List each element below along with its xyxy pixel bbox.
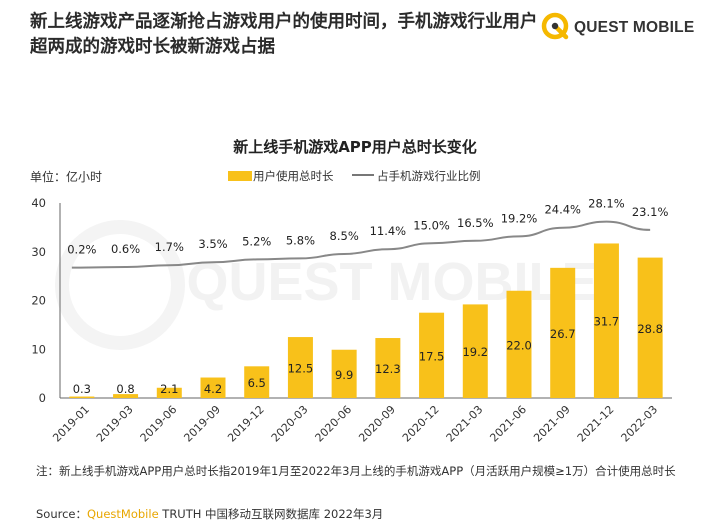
- bar-value-label: 4.2: [204, 382, 222, 396]
- x-tick-label: 2019-09: [181, 403, 223, 445]
- bar-value-label: 17.5: [419, 349, 445, 363]
- bar: [69, 396, 95, 398]
- legend-line-item: 占手机游戏行业比例: [352, 168, 481, 184]
- legend-bar-swatch: [228, 171, 252, 181]
- logo-text: QUEST MOBILE: [574, 19, 695, 36]
- bar-value-label: 22.0: [506, 338, 532, 352]
- quest-mobile-logo-icon: [541, 12, 569, 40]
- bar: [375, 338, 401, 398]
- bar: [244, 366, 270, 398]
- line-value-label: 23.1%: [632, 205, 669, 219]
- bar: [506, 290, 532, 398]
- y-tick-label: 0: [39, 391, 46, 405]
- x-tick-label: 2020-12: [400, 403, 442, 445]
- line-value-label: 11.4%: [370, 224, 407, 238]
- watermark-text: QUEST MOBILE: [186, 252, 597, 312]
- x-tick-label: 2021-03: [444, 403, 486, 445]
- share-line: [71, 220, 651, 269]
- x-tick-label: 2020-03: [269, 403, 311, 445]
- bar: [462, 304, 488, 398]
- line-value-label: 24.4%: [544, 203, 581, 217]
- bar: [550, 267, 576, 398]
- line-value-label: 0.2%: [67, 243, 96, 257]
- legend-bar-item: 用户使用总时长: [228, 168, 334, 184]
- source-rest: TRUTH 中国移动互联网数据库 2022年3月: [158, 507, 384, 521]
- chart-title: 新上线手机游戏APP用户总时长变化: [233, 138, 477, 156]
- bar: [331, 349, 357, 398]
- line-value-label: 3.5%: [198, 237, 227, 251]
- x-tick-label: 2019-01: [50, 403, 92, 445]
- x-tick-label: 2019-06: [138, 403, 180, 445]
- watermark-icon: [55, 220, 185, 350]
- unit-label: 单位：亿小时: [30, 170, 103, 184]
- bar: [200, 377, 226, 398]
- bar-value-label: 31.7: [594, 315, 620, 329]
- bar-value-label: 19.2: [462, 345, 488, 359]
- bar: [593, 243, 619, 398]
- y-tick-label: 40: [31, 196, 46, 210]
- bar: [637, 257, 663, 398]
- bar: [287, 337, 313, 398]
- bar-value-label: 26.7: [550, 327, 576, 341]
- x-tick-label: 2020-06: [313, 403, 355, 445]
- y-tick-label: 10: [31, 342, 46, 356]
- legend-line-label: 占手机游戏行业比例: [377, 169, 481, 183]
- source-line: Source：QuestMobile TRUTH 中国移动互联网数据库 2022…: [36, 506, 383, 522]
- x-tick-label: 2021-09: [531, 403, 573, 445]
- line-value-label: 8.5%: [330, 229, 359, 243]
- line-value-label: 16.5%: [457, 216, 494, 230]
- bar-value-label: 0.3: [73, 382, 91, 396]
- source-prefix: Source：: [36, 507, 87, 521]
- line-value-label: 28.1%: [588, 197, 625, 211]
- bar-line-chart: QUEST MOBILE 0 10 20 30 40 0.3 0.8 2.1 4.2 6.5 12.5…: [31, 196, 672, 445]
- x-tick-label: 2021-12: [575, 403, 617, 445]
- x-tick-label: 2019-03: [94, 403, 136, 445]
- source-brand: QuestMobile: [87, 507, 159, 521]
- bar: [113, 394, 139, 398]
- x-tick-label: 2020-09: [356, 403, 398, 445]
- y-tick-label: 20: [31, 294, 46, 308]
- x-tick-label: 2022-03: [619, 403, 661, 445]
- y-tick-label: 30: [31, 245, 46, 259]
- line-value-label: 15.0%: [413, 218, 450, 232]
- line-value-label: 0.6%: [111, 242, 140, 256]
- line-value-label: 5.8%: [286, 233, 315, 247]
- line-value-label: 19.2%: [501, 211, 538, 225]
- bar-value-label: 28.8: [637, 322, 663, 336]
- bar-value-label: 12.5: [288, 362, 314, 376]
- quest-mobile-logo: QUEST MOBILE: [540, 12, 700, 48]
- line-value-label: 5.2%: [242, 234, 271, 248]
- x-tick-label: 2019-12: [225, 403, 267, 445]
- bar-value-label: 12.3: [375, 362, 401, 376]
- headline: 新上线游戏产品逐渐抢占游戏用户的使用时间，手机游戏行业用户超两成的游戏时长被新游…: [30, 12, 538, 57]
- bar: [419, 312, 445, 398]
- bar-value-label: 0.8: [116, 382, 134, 396]
- bar-value-label: 2.1: [160, 382, 178, 396]
- bar: [156, 387, 182, 398]
- x-tick-label: 2021-06: [487, 403, 529, 445]
- legend-bar-label: 用户使用总时长: [253, 169, 334, 183]
- bar-value-label: 6.5: [248, 376, 266, 390]
- line-value-label: 1.7%: [155, 240, 184, 254]
- footnote: 注：新上线手机游戏APP用户总时长指2019年1月至2022年3月上线的手机游戏…: [36, 464, 676, 478]
- legend-line-swatch: [352, 174, 374, 176]
- bar-value-label: 9.9: [335, 368, 353, 382]
